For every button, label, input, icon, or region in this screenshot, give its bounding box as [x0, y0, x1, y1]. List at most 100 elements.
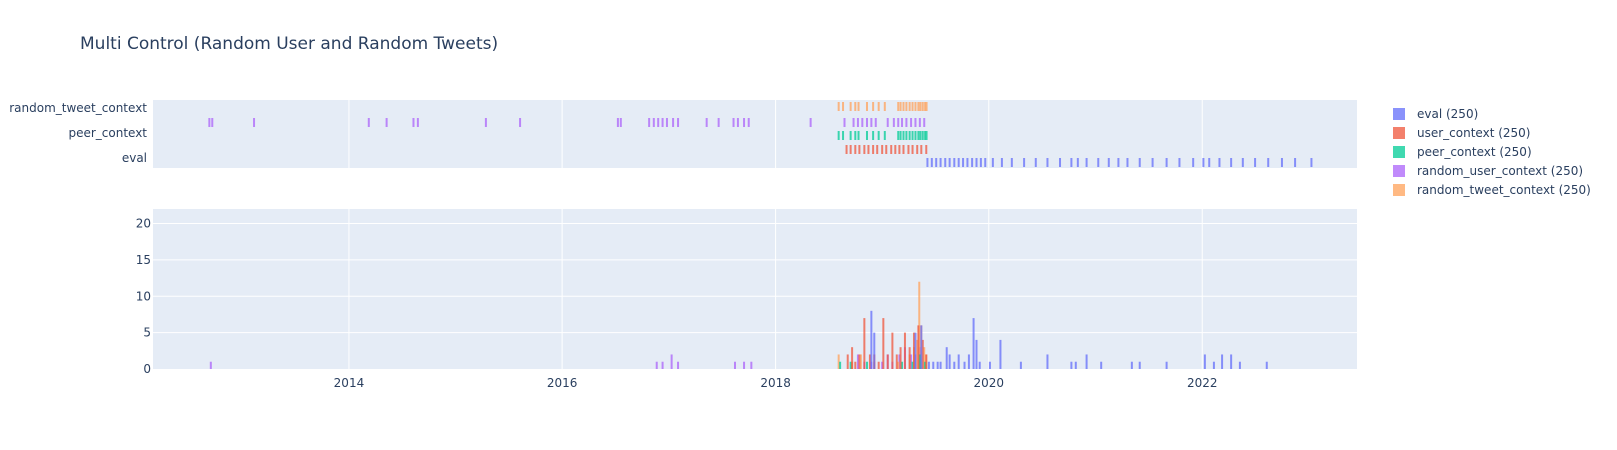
strip-mark-random_tweet_context: [865, 102, 868, 111]
histogram-bar-user_context: [877, 361, 880, 369]
strip-mark-eval: [1230, 158, 1233, 167]
strip-mark-random_user_context: [923, 118, 926, 127]
strip-mark-random_user_context: [736, 118, 739, 127]
histogram-bar-random_tweet_context: [897, 361, 900, 369]
histogram-bar-eval: [920, 325, 923, 369]
strip-mark-random_tweet_context: [924, 102, 927, 111]
strip-mark-random_user_context: [385, 118, 388, 127]
strip-mark-user_context: [911, 145, 914, 154]
strip-mark-eval: [948, 158, 951, 167]
strip-mark-peer_context: [842, 131, 845, 140]
histogram-bar-eval: [1100, 361, 1103, 369]
histogram-bar-random_tweet_context: [837, 354, 840, 369]
strip-mark-random_user_context: [717, 118, 720, 127]
strip-mark-random_user_context: [747, 118, 750, 127]
strip-mark-random_tweet_context: [911, 102, 914, 111]
strip-mark-random_tweet_context: [897, 102, 900, 111]
strip-mark-user_context: [872, 145, 875, 154]
histogram-bar-user_context: [854, 361, 857, 369]
strip-mark-eval: [930, 158, 933, 167]
strip-mark-user_context: [845, 145, 848, 154]
strip-mark-eval: [1165, 158, 1168, 167]
strip-mark-random_user_context: [412, 118, 415, 127]
histogram-bar-user_context: [903, 332, 906, 369]
strip-mark-eval: [935, 158, 938, 167]
strip-mark-random_user_context: [677, 118, 680, 127]
legend-label: user_context (250): [1417, 126, 1530, 140]
strip-mark-random_tweet_context: [917, 102, 920, 111]
strip-mark-random_user_context: [743, 118, 746, 127]
legend-item-user_context: user_context (250): [1393, 126, 1530, 140]
strip-mark-user_context: [885, 145, 888, 154]
histogram-bar-eval: [978, 361, 981, 369]
strip-mark-peer_context: [849, 131, 852, 140]
strip-row-user_context: [845, 145, 928, 154]
histogram-bar-eval: [914, 332, 917, 369]
strip-mark-user_context: [920, 145, 923, 154]
strip-mark-random_user_context: [657, 118, 660, 127]
histogram-bar-user_context: [913, 332, 916, 369]
histogram-plot: 0 5 10 15 20 2014 2016 2018 2020 2022: [136, 209, 1357, 390]
histogram-bar-random_tweet_context: [916, 339, 919, 369]
strip-mark-eval: [962, 158, 965, 167]
strip-mark-random_tweet_context: [919, 102, 922, 111]
histogram-bar-random_user_context: [743, 361, 746, 369]
strip-mark-peer_context: [837, 131, 840, 140]
strip-mark-eval: [1208, 158, 1211, 167]
strip-mark-eval: [1267, 158, 1270, 167]
strip-mark-random_user_context: [897, 118, 900, 127]
strip-plot-background: [153, 100, 1357, 168]
histogram-bar-eval: [932, 361, 935, 369]
strip-mark-peer_context: [854, 131, 857, 140]
histogram-bar-random_user_context: [733, 361, 736, 369]
strip-mark-peer_context: [883, 131, 886, 140]
strip-y-tick-label: random_tweet_context: [9, 101, 147, 115]
strip-mark-random_user_context: [616, 118, 619, 127]
histogram-bar-eval: [1085, 354, 1088, 369]
strip-mark-random_user_context: [901, 118, 904, 127]
histogram-bar-peer_context: [911, 361, 914, 369]
strip-mark-peer_context: [924, 131, 927, 140]
histogram-y-tick-label: 20: [136, 217, 151, 231]
histogram-bar-eval: [1070, 361, 1073, 369]
strip-mark-random_user_context: [367, 118, 370, 127]
histogram-bar-random_user_context: [750, 361, 753, 369]
strip-mark-random_user_context: [732, 118, 735, 127]
strip-mark-eval: [953, 158, 956, 167]
strip-plot-y-axis: eval peer_context random_tweet_context: [9, 101, 147, 165]
strip-mark-peer_context: [857, 131, 860, 140]
histogram-bar-user_context: [908, 347, 911, 369]
strip-mark-eval: [979, 158, 982, 167]
strip-mark-peer_context: [899, 131, 902, 140]
x-tick-label-2018: 2018: [760, 376, 791, 390]
strip-mark-random_user_context: [519, 118, 522, 127]
histogram-bar-user_context: [895, 354, 898, 369]
strip-mark-eval: [1023, 158, 1026, 167]
strip-row-eval: [926, 158, 1313, 167]
strip-mark-user_context: [867, 145, 870, 154]
strip-mark-random_tweet_context: [899, 102, 902, 111]
strip-mark-random_tweet_context: [849, 102, 852, 111]
histogram-bar-eval: [975, 339, 978, 369]
legend-item-random_user_context: random_user_context (250): [1393, 164, 1583, 178]
legend-item-eval: eval (250): [1393, 107, 1478, 121]
strip-mark-random_user_context: [874, 118, 877, 127]
histogram-bar-peer_context: [924, 361, 927, 369]
legend-swatch: [1393, 108, 1405, 120]
strip-mark-random_tweet_context: [837, 102, 840, 111]
strip-mark-random_user_context: [865, 118, 868, 127]
strip-mark-user_context: [854, 145, 857, 154]
strip-y-tick-label: eval: [122, 151, 147, 165]
histogram-bar-peer_context: [865, 361, 868, 369]
legend-label: eval (250): [1417, 107, 1478, 121]
strip-mark-user_context: [898, 145, 901, 154]
strip-mark-random_user_context: [870, 118, 873, 127]
histogram-gridlines: [153, 209, 1357, 369]
legend-swatch: [1393, 127, 1405, 139]
strip-mark-eval: [984, 158, 987, 167]
histogram-bar-eval: [972, 318, 975, 369]
histogram-bar-eval: [1230, 354, 1233, 369]
histogram-bar-peer_context: [901, 361, 904, 369]
strip-mark-random_tweet_context: [854, 102, 857, 111]
